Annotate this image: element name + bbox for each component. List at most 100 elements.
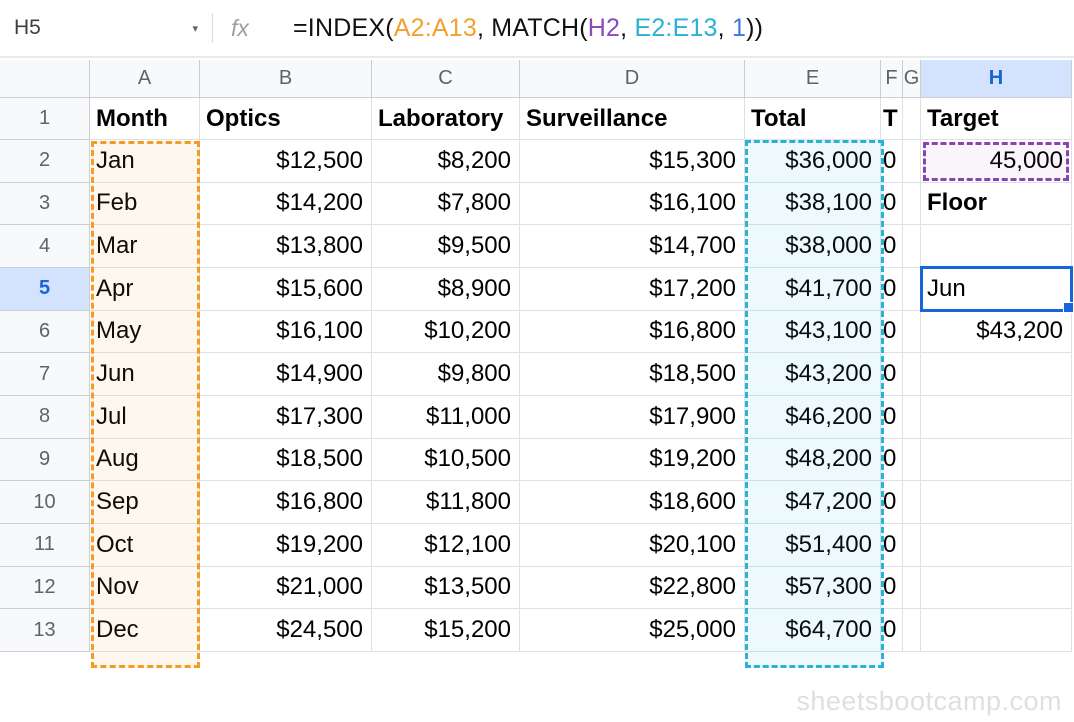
row-header-1[interactable]: 1 [0,98,90,140]
formula-text[interactable]: =INDEX(A2:A13, MATCH(H2, E2:E13, 1)) [293,14,763,43]
cell-C11[interactable]: $12,100 [372,523,520,567]
cell-G8[interactable] [903,395,921,439]
name-box[interactable]: H5 ▾ [0,0,206,56]
column-header-F[interactable]: F [881,60,903,98]
cell-B9[interactable]: $18,500 [200,438,372,482]
cell-A5[interactable]: Apr [90,267,200,311]
cell-G7[interactable] [903,353,921,396]
cell-E12[interactable]: $57,300 [745,566,881,610]
cell-B5[interactable]: $15,600 [200,267,372,311]
cell-E3[interactable]: $38,100 [745,182,881,226]
row-header-7[interactable]: 7 [0,353,90,396]
cell-F12[interactable]: 0 [881,566,903,610]
cell-H9[interactable] [921,438,1072,482]
cell-F9[interactable]: 0 [881,438,903,482]
cell-C12[interactable]: $13,500 [372,566,520,610]
cell-G2[interactable] [903,140,921,183]
cell-B7[interactable]: $14,900 [200,353,372,396]
cell-F11[interactable]: 0 [881,523,903,567]
cell-A12[interactable]: Nov [90,566,200,610]
row-header-13[interactable]: 13 [0,609,90,652]
cell-D13[interactable]: $25,000 [520,609,745,652]
cell-E1[interactable]: Total [745,98,881,140]
cell-A4[interactable]: Mar [90,225,200,268]
cell-D1[interactable]: Surveillance [520,98,745,140]
cell-H3[interactable]: Floor [921,182,1072,226]
cell-G5[interactable] [903,267,921,311]
cell-B13[interactable]: $24,500 [200,609,372,652]
cell-B11[interactable]: $19,200 [200,523,372,567]
row-header-8[interactable]: 8 [0,395,90,439]
cell-B2[interactable]: $12,500 [200,140,372,183]
cell-D5[interactable]: $17,200 [520,267,745,311]
cell-A2[interactable]: Jan [90,140,200,183]
cell-E9[interactable]: $48,200 [745,438,881,482]
cell-A10[interactable]: Sep [90,481,200,524]
cell-D10[interactable]: $18,600 [520,481,745,524]
cell-F13[interactable]: 0 [881,609,903,652]
cell-H10[interactable] [921,481,1072,524]
cell-C6[interactable]: $10,200 [372,310,520,354]
cell-B3[interactable]: $14,200 [200,182,372,226]
cell-E13[interactable]: $64,700 [745,609,881,652]
cell-B6[interactable]: $16,100 [200,310,372,354]
cell-F7[interactable]: 0 [881,353,903,396]
column-header-D[interactable]: D [520,60,745,98]
cell-A8[interactable]: Jul [90,395,200,439]
cell-E11[interactable]: $51,400 [745,523,881,567]
cell-F3[interactable]: 0 [881,182,903,226]
cell-C8[interactable]: $11,000 [372,395,520,439]
cell-E4[interactable]: $38,000 [745,225,881,268]
cell-F4[interactable]: 0 [881,225,903,268]
cell-E8[interactable]: $46,200 [745,395,881,439]
cell-C4[interactable]: $9,500 [372,225,520,268]
cell-B8[interactable]: $17,300 [200,395,372,439]
cell-H1[interactable]: Target [921,98,1072,140]
column-header-H[interactable]: H [921,60,1072,98]
column-header-A[interactable]: A [90,60,200,98]
cell-H5[interactable]: Jun [921,267,1072,311]
cell-B1[interactable]: Optics [200,98,372,140]
cell-H4[interactable] [921,225,1072,268]
cell-A6[interactable]: May [90,310,200,354]
cell-G3[interactable] [903,182,921,226]
cell-B10[interactable]: $16,800 [200,481,372,524]
cell-A9[interactable]: Aug [90,438,200,482]
cell-H11[interactable] [921,523,1072,567]
cell-C1[interactable]: Laboratory [372,98,520,140]
column-header-C[interactable]: C [372,60,520,98]
cell-A3[interactable]: Feb [90,182,200,226]
row-header-10[interactable]: 10 [0,481,90,524]
cell-D4[interactable]: $14,700 [520,225,745,268]
cell-C3[interactable]: $7,800 [372,182,520,226]
cell-E5[interactable]: $41,700 [745,267,881,311]
cell-C2[interactable]: $8,200 [372,140,520,183]
row-header-12[interactable]: 12 [0,566,90,610]
cell-A13[interactable]: Dec [90,609,200,652]
cell-C10[interactable]: $11,800 [372,481,520,524]
cell-F5[interactable]: 0 [881,267,903,311]
cell-G11[interactable] [903,523,921,567]
cell-D8[interactable]: $17,900 [520,395,745,439]
cell-A1[interactable]: Month [90,98,200,140]
column-header-E[interactable]: E [745,60,881,98]
cell-H2[interactable]: 45,000 [921,140,1072,183]
cell-E10[interactable]: $47,200 [745,481,881,524]
cell-E2[interactable]: $36,000 [745,140,881,183]
cell-D11[interactable]: $20,100 [520,523,745,567]
cell-H6[interactable]: $43,200 [921,310,1072,354]
cell-B4[interactable]: $13,800 [200,225,372,268]
column-header-G[interactable]: G [903,60,921,98]
cell-F1[interactable]: T [881,98,903,140]
cell-C9[interactable]: $10,500 [372,438,520,482]
cell-B12[interactable]: $21,000 [200,566,372,610]
cell-G4[interactable] [903,225,921,268]
cell-E6[interactable]: $43,100 [745,310,881,354]
cell-H8[interactable] [921,395,1072,439]
cell-D12[interactable]: $22,800 [520,566,745,610]
column-header-B[interactable]: B [200,60,372,98]
select-all-corner[interactable] [0,60,90,98]
cell-D9[interactable]: $19,200 [520,438,745,482]
cell-G13[interactable] [903,609,921,652]
row-header-6[interactable]: 6 [0,310,90,354]
